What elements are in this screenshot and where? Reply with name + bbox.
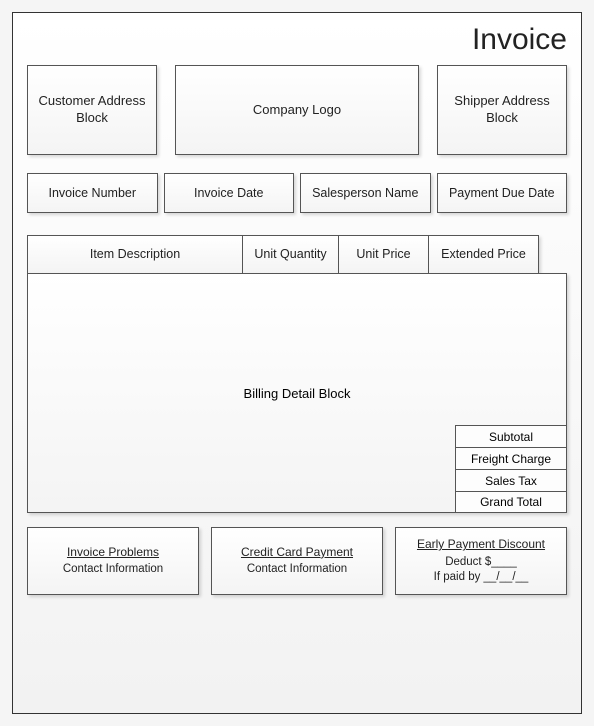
early-discount-block: Early Payment Discount Deduct $____ If p… bbox=[395, 527, 567, 595]
invoice-problems-title: Invoice Problems bbox=[67, 545, 159, 561]
customer-address-block: Customer AddressBlock bbox=[27, 65, 157, 155]
table-header: Item Description Unit Quantity Unit Pric… bbox=[27, 235, 567, 273]
payment-due-block: Payment Due Date bbox=[437, 173, 568, 213]
salesperson-block: Salesperson Name bbox=[300, 173, 431, 213]
credit-card-title: Credit Card Payment bbox=[241, 545, 353, 561]
early-discount-title: Early Payment Discount bbox=[417, 537, 545, 553]
invoice-date-block: Invoice Date bbox=[164, 173, 295, 213]
invoice-problems-block: Invoice Problems Contact Information bbox=[27, 527, 199, 595]
col-unit-quantity: Unit Quantity bbox=[243, 235, 339, 273]
early-discount-line1: Deduct $____ bbox=[445, 555, 517, 570]
page-title: Invoice bbox=[27, 23, 567, 57]
header-row: Customer AddressBlock Company Logo Shipp… bbox=[27, 65, 567, 155]
col-item-description: Item Description bbox=[27, 235, 243, 273]
billing-table: Item Description Unit Quantity Unit Pric… bbox=[27, 235, 567, 513]
billing-detail-block: Billing Detail Block Subtotal Freight Ch… bbox=[27, 273, 567, 513]
freight-row: Freight Charge bbox=[455, 447, 567, 469]
shipper-address-block: Shipper AddressBlock bbox=[437, 65, 567, 155]
col-extended-price: Extended Price bbox=[429, 235, 539, 273]
totals-block: Subtotal Freight Charge Sales Tax Grand … bbox=[455, 425, 567, 513]
credit-card-line: Contact Information bbox=[247, 562, 347, 577]
grand-total-row: Grand Total bbox=[455, 491, 567, 513]
invoice-number-block: Invoice Number bbox=[27, 173, 158, 213]
invoice-problems-line: Contact Information bbox=[63, 562, 163, 577]
invoice-page: Invoice Customer AddressBlock Company Lo… bbox=[12, 12, 582, 714]
billing-detail-label: Billing Detail Block bbox=[244, 386, 351, 401]
meta-row: Invoice Number Invoice Date Salesperson … bbox=[27, 173, 567, 213]
credit-card-block: Credit Card Payment Contact Information bbox=[211, 527, 383, 595]
col-unit-price: Unit Price bbox=[339, 235, 429, 273]
subtotal-row: Subtotal bbox=[455, 425, 567, 447]
footer-row: Invoice Problems Contact Information Cre… bbox=[27, 527, 567, 595]
tax-row: Sales Tax bbox=[455, 469, 567, 491]
early-discount-line2: If paid by __/__/__ bbox=[434, 570, 529, 585]
company-logo-block: Company Logo bbox=[175, 65, 419, 155]
